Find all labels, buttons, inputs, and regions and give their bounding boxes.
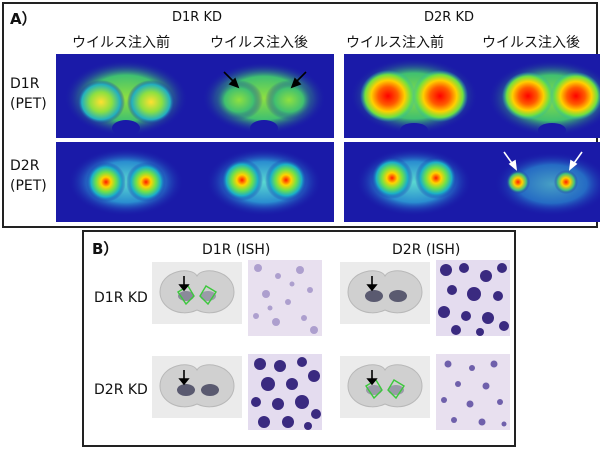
row-label-d2r-kd: D2R KD bbox=[94, 382, 148, 398]
column-label-d2r-before: ウイルス注入前 bbox=[346, 35, 444, 51]
panel-a: A） D1R KD D2R KD ウイルス注入前 ウイルス注入後 ウイルス注入前… bbox=[2, 2, 600, 228]
group-label-d2r-kd: D2R KD bbox=[424, 10, 474, 25]
column-label-d2r-after: ウイルス注入後 bbox=[482, 35, 580, 51]
row-label-d2r-pet: D2R bbox=[10, 158, 40, 174]
pet-image-d2r-kd-after-d2r bbox=[482, 142, 600, 222]
ish-micro-d2r-kd-d1r bbox=[248, 354, 322, 430]
row-label-d1r-pet-modality: (PET) bbox=[10, 96, 47, 112]
arrow-icon bbox=[366, 276, 378, 292]
pet-image-d2r-kd-after-d1r bbox=[482, 54, 600, 138]
ish-brain-d1r-kd-d2r bbox=[340, 262, 430, 324]
pet-image-d1r-kd-after-d1r bbox=[194, 54, 334, 138]
column-label-d1r-before: ウイルス注入前 bbox=[72, 35, 170, 51]
panel-b: B） D1R (ISH) D2R (ISH) D1R KD D2R KD bbox=[82, 230, 516, 447]
arrow-icon bbox=[503, 151, 583, 171]
group-label-d1r-kd: D1R KD bbox=[172, 10, 222, 25]
arrow-icon bbox=[223, 71, 307, 89]
row-label-d2r-pet-modality: (PET) bbox=[10, 178, 47, 194]
ish-micro-d1r-kd-d2r bbox=[436, 260, 510, 336]
column-label-d1r-ish: D1R (ISH) bbox=[202, 242, 271, 258]
ish-micro-d2r-kd-d2r bbox=[436, 354, 510, 430]
arrow-icon bbox=[178, 370, 190, 386]
row-label-d1r-pet: D1R bbox=[10, 76, 40, 92]
ish-brain-d1r-kd-d1r bbox=[152, 262, 242, 324]
column-label-d2r-ish: D2R (ISH) bbox=[392, 242, 461, 258]
ish-brain-d2r-kd-d2r bbox=[340, 356, 430, 418]
pet-image-d2r-kd-before-d2r bbox=[344, 142, 484, 222]
column-label-d1r-after: ウイルス注入後 bbox=[210, 35, 308, 51]
pet-image-d1r-kd-before-d2r bbox=[56, 142, 196, 222]
arrow-icon bbox=[366, 370, 378, 386]
panel-b-letter: B） bbox=[92, 240, 119, 258]
pet-image-d1r-kd-before-d1r bbox=[56, 54, 196, 138]
pet-image-d2r-kd-before-d1r bbox=[344, 54, 484, 138]
pet-image-d1r-kd-after-d2r bbox=[194, 142, 334, 222]
panel-a-letter: A） bbox=[10, 10, 37, 28]
ish-brain-d2r-kd-d1r bbox=[152, 356, 242, 418]
row-label-d1r-kd: D1R KD bbox=[94, 290, 148, 306]
ish-micro-d1r-kd-d1r bbox=[248, 260, 322, 336]
arrow-icon bbox=[178, 276, 190, 292]
